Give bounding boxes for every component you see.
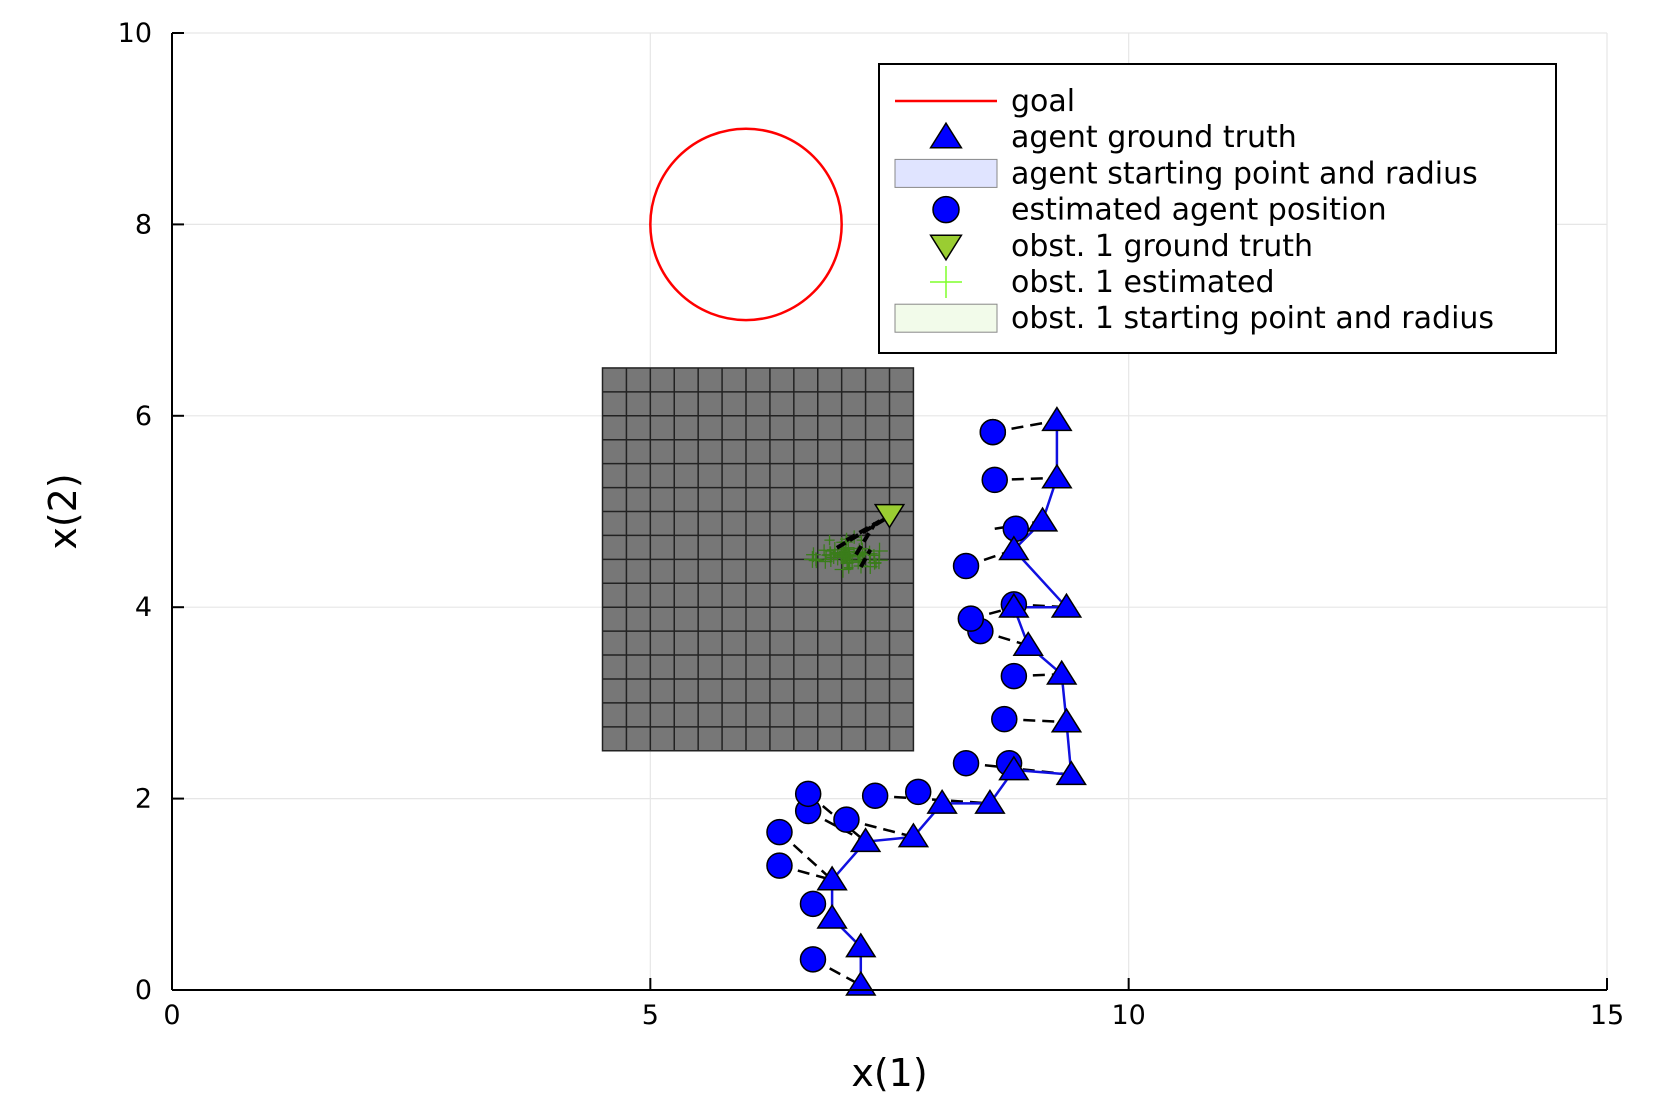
legend-entry-label: obst. 1 estimated [1011, 265, 1275, 300]
y-tick-label: 0 [135, 975, 152, 1006]
estimated-agent-point [952, 552, 980, 580]
legend-estimated-swatch [932, 195, 960, 224]
estimated-agent-point [1000, 662, 1028, 690]
legend-agent-truth-swatch [929, 121, 963, 149]
estimation-link [875, 794, 991, 805]
agent-ground-truth-point [1046, 659, 1078, 685]
agent-ground-truth-point [816, 903, 848, 929]
legend-entry-label: agent starting point and radius [1011, 156, 1478, 191]
agent-ground-truth-point [845, 932, 877, 958]
agent-ground-truth-point [1050, 707, 1083, 733]
agent-ground-truth-point [1050, 592, 1083, 618]
agent-ground-truth-point [897, 822, 930, 848]
agent-ground-truth-point [1026, 506, 1059, 532]
x-axis-label: x(1) [851, 1051, 927, 1095]
estimated-agent-point [991, 705, 1018, 733]
y-tick-label: 8 [135, 209, 152, 240]
obstacle-ground-truth-point [873, 503, 906, 529]
agent-ground-truth-point [998, 592, 1030, 618]
x-tick-label: 0 [163, 1000, 180, 1031]
agent-ground-truth-point [974, 788, 1006, 814]
y-tick-label: 6 [135, 401, 152, 432]
legend-entry-label: obst. 1 ground truth [1011, 229, 1313, 264]
agent-ground-truth-point [1041, 463, 1073, 489]
legend-entry-label: estimated agent position [1011, 193, 1387, 228]
legend-entry-label: obst. 1 starting point and radius [1011, 301, 1494, 336]
estimated-agent-point [957, 605, 985, 632]
y-tick-label: 4 [135, 592, 152, 623]
estimated-agent-point [952, 749, 980, 777]
agent-ground-truth-point [998, 535, 1030, 561]
legend-obstacle-patch-swatch [894, 303, 998, 333]
estimated-agent-point [979, 418, 1007, 446]
estimated-agent-point [766, 852, 793, 879]
goal-circle [649, 127, 843, 322]
x-tick-label: 5 [642, 1000, 659, 1031]
estimated-agent-point [981, 466, 1008, 494]
legend-agent-patch-swatch [894, 158, 998, 188]
y-tick-label: 10 [118, 18, 152, 49]
tick-labels: 0 5 10 15 0 2 4 6 8 10 [118, 18, 1625, 1031]
obstacle-link [859, 548, 873, 568]
estimated-agent-point [799, 946, 827, 973]
estimated-agent-point [904, 778, 932, 806]
agent-ground-truth-point [849, 827, 882, 853]
estimated-agent-point [861, 782, 889, 809]
y-axis-label: x(2) [41, 473, 85, 549]
estimated-agent-point [794, 780, 822, 808]
agent-ground-truth-point [1041, 406, 1073, 432]
agent-ground-truth-point [926, 788, 958, 814]
agent-ground-truth-point [1012, 631, 1044, 656]
estimation-link [807, 792, 867, 843]
obstacle-links [835, 517, 886, 568]
obstacle-ground-truth-points [873, 503, 906, 529]
x-tick-label: 15 [1590, 1000, 1624, 1031]
legend-obstacle-truth-swatch [929, 234, 963, 262]
legend-entry-label: goal [1011, 84, 1075, 119]
estimated-agent-point [1002, 515, 1030, 542]
y-tick-label: 2 [135, 784, 152, 815]
legend-entry-label: agent ground truth [1011, 120, 1297, 155]
x-tick-label: 10 [1111, 1000, 1145, 1031]
agent-ground-truth-point [1055, 760, 1087, 786]
agent-ground-truth-point [845, 970, 877, 996]
estimated-agent-point [833, 806, 860, 833]
axes [171, 32, 1608, 991]
obstacle-link [854, 521, 877, 556]
estimated-agent-point [766, 818, 793, 846]
agent-ground-truth-point [816, 865, 848, 891]
agent-ground-truth-point [998, 755, 1030, 781]
agent-ground-truth-points [816, 406, 1087, 996]
estimated-agent-point [799, 890, 827, 918]
